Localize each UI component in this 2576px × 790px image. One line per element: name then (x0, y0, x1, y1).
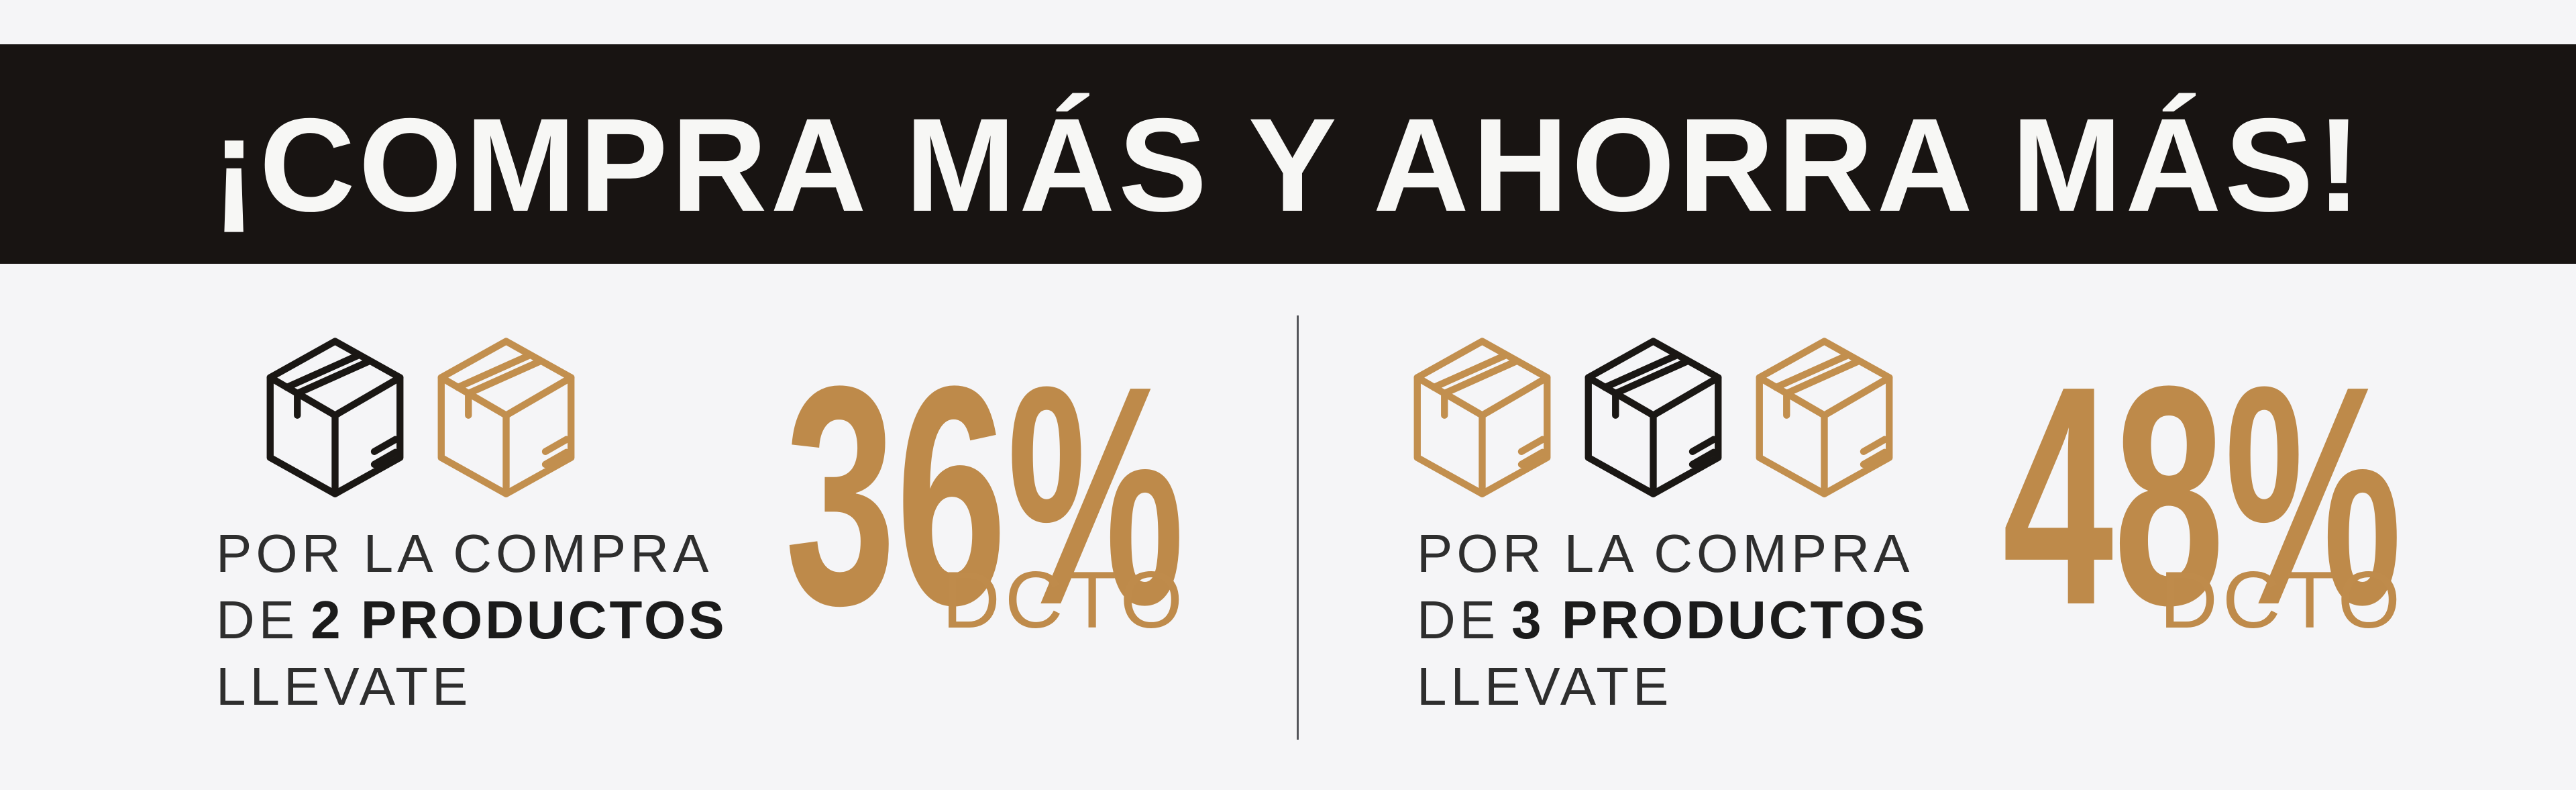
box-icon-group (260, 334, 582, 500)
package-box-icon (1578, 334, 1729, 500)
offer-line-2: DE 3 PRODUCTOS (1417, 587, 1928, 653)
offer-description: POR LA COMPRA DE 2 PRODUCTOS LLEVATE (216, 520, 727, 720)
offer-line-2: DE 2 PRODUCTOS (216, 587, 727, 653)
box-icon-group (1407, 334, 1900, 500)
offer-line-2-quantity: 3 PRODUCTOS (1511, 590, 1928, 650)
offer-line-2-prefix: DE (1417, 590, 1500, 650)
package-box-icon (1749, 334, 1900, 500)
offer-line-3: LLEVATE (216, 656, 472, 716)
package-box-icon (431, 334, 582, 500)
discount-percentage: 36% (785, 321, 1185, 670)
offer-line-2-prefix: DE (216, 590, 299, 650)
package-box-icon (1407, 334, 1558, 500)
offer-line-3: LLEVATE (1417, 656, 1673, 716)
discount-label: DCTO (942, 555, 1187, 645)
header-bar: ¡COMPRA MÁS Y AHORRA MÁS! (0, 44, 2576, 264)
offer-line-1: POR LA COMPRA (1417, 524, 1914, 583)
offer-line-2-quantity: 2 PRODUCTOS (311, 590, 727, 650)
package-box-icon (260, 334, 411, 500)
offer-description: POR LA COMPRA DE 3 PRODUCTOS LLEVATE (1417, 520, 1928, 720)
header-title: ¡COMPRA MÁS Y AHORRA MÁS! (211, 91, 2365, 239)
discount-label: DCTO (2159, 555, 2405, 645)
vertical-divider (1297, 315, 1299, 740)
discount-percentage: 48% (2002, 321, 2402, 670)
offer-line-1: POR LA COMPRA (216, 524, 713, 583)
